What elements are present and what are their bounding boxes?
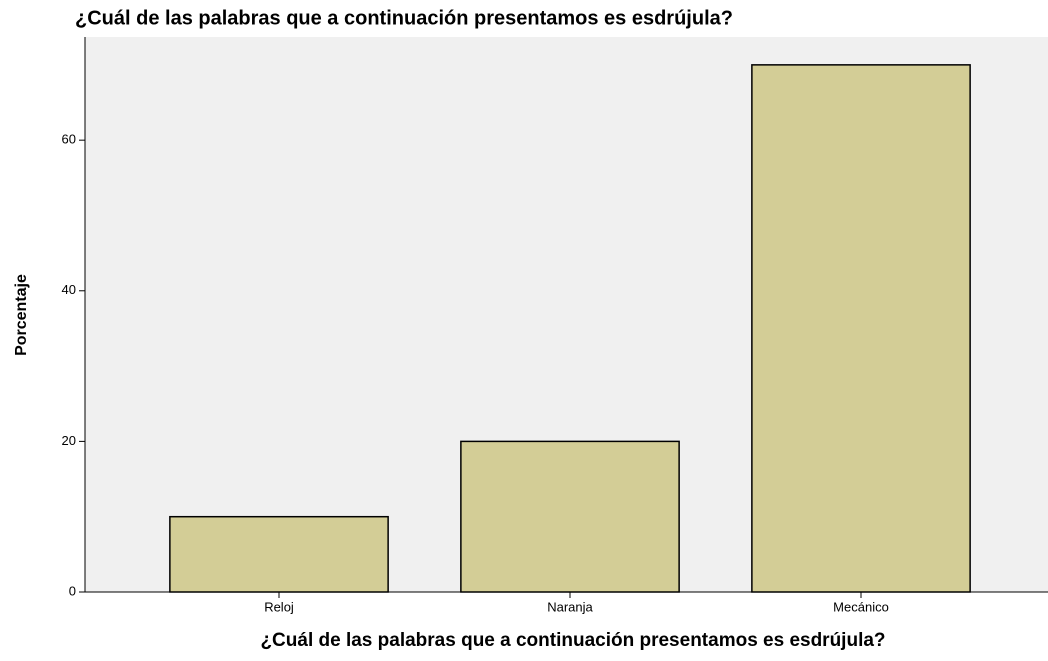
x-axis-label: ¿Cuál de las palabras que a continuación… (260, 630, 885, 651)
bar (169, 515, 389, 593)
y-tick-label: 20 (62, 433, 76, 448)
bar (460, 440, 680, 593)
x-tick-label: Naranja (547, 599, 593, 614)
x-tick-label: Mecánico (833, 599, 889, 614)
y-tick-label: 60 (62, 132, 76, 147)
y-tick-label: 0 (69, 583, 76, 598)
y-axis-label: Porcentaje (13, 274, 30, 356)
x-tick-label: Reloj (264, 599, 294, 614)
y-tick-label: 40 (62, 282, 76, 297)
chart-title: ¿Cuál de las palabras que a continuación… (75, 7, 733, 29)
bar (751, 64, 971, 593)
